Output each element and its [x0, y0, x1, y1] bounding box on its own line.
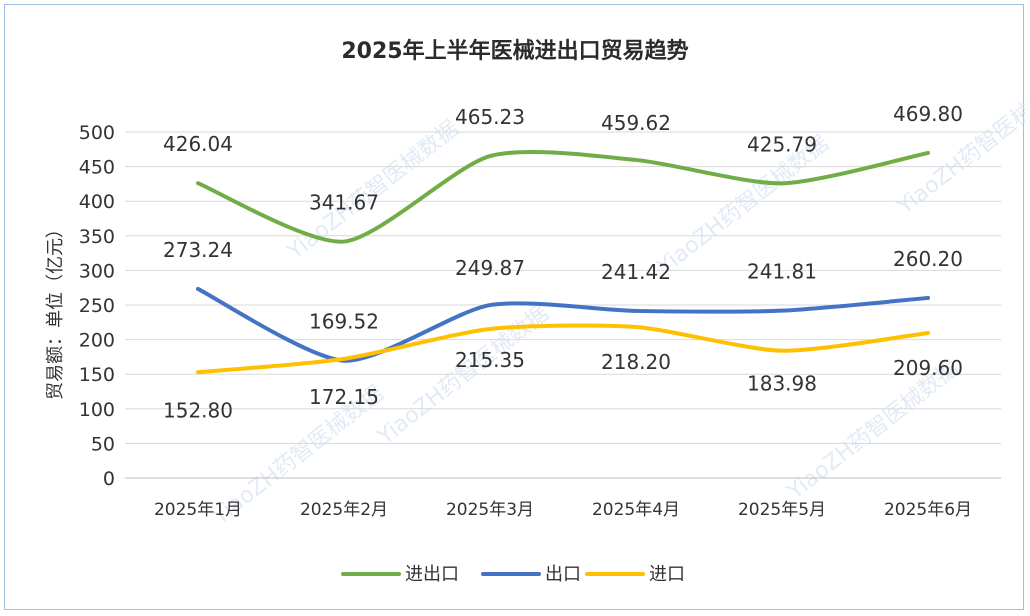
data-label: 215.35 — [455, 348, 525, 372]
legend-label: 进出口 — [405, 564, 459, 585]
data-label: 273.24 — [163, 238, 233, 262]
watermark-text: YiaoZH药智医械数据 — [893, 71, 1025, 220]
data-label: 426.04 — [163, 132, 233, 156]
grid-layer — [125, 131, 1001, 479]
y-tick-label: 100 — [79, 399, 115, 421]
watermark-text: YiaoZH药智医械数据 — [373, 301, 554, 450]
y-tick-label: 150 — [79, 364, 115, 386]
y-tick-label: 200 — [79, 330, 115, 352]
legend-label: 进口 — [649, 564, 685, 585]
data-label: 469.80 — [893, 102, 963, 126]
data-label: 249.87 — [455, 256, 525, 280]
y-axis-label: 贸易额：单位（亿元） — [45, 220, 66, 400]
y-tick-label: 400 — [79, 191, 115, 213]
series-line-1 — [196, 149, 930, 244]
y-tick-label: 500 — [79, 122, 115, 144]
data-label: 183.98 — [747, 372, 817, 396]
data-labels: 426.04 341.67 465.23 459.62 425.79 469.80 273.… — [163, 102, 963, 422]
data-label: 218.20 — [601, 350, 671, 374]
data-label: 260.20 — [893, 247, 963, 271]
chart-title: 2025年上半年医械进出口贸易趋势 — [341, 38, 688, 64]
data-label: 241.42 — [601, 260, 671, 284]
data-label: 425.79 — [747, 132, 817, 156]
chart-frame: YiaoZH药智医械数据 YiaoZH药智医械数据 YiaoZH药智医械数据 Yiao… — [4, 4, 1025, 610]
x-tick-label: 2025年1月 — [154, 500, 242, 520]
x-tick-label: 2025年2月 — [300, 500, 388, 520]
legend: 进出口 出口 进口 — [341, 564, 685, 585]
series-layer — [196, 149, 930, 375]
y-tick-label: 250 — [79, 295, 115, 317]
data-label: 459.62 — [601, 111, 671, 135]
data-label: 465.23 — [455, 105, 525, 129]
data-label: 241.81 — [747, 260, 817, 284]
x-tick-label: 2025年6月 — [884, 500, 972, 520]
y-axis-ticks: 0 50 100 150 200 250 300 350 400 450 500 — [79, 122, 115, 490]
y-tick-label: 450 — [79, 157, 115, 179]
y-tick-label: 300 — [79, 260, 115, 282]
x-tick-label: 2025年4月 — [592, 500, 680, 520]
x-tick-label: 2025年3月 — [446, 500, 534, 520]
x-tick-label: 2025年5月 — [738, 500, 826, 520]
data-label: 152.80 — [163, 398, 233, 422]
data-label: 209.60 — [893, 356, 963, 380]
data-label: 341.67 — [309, 191, 379, 215]
series-line-3 — [196, 323, 930, 375]
y-tick-label: 350 — [79, 226, 115, 248]
series-line-2 — [196, 286, 930, 363]
legend-label: 出口 — [545, 564, 581, 585]
y-tick-label: 50 — [91, 433, 115, 455]
y-tick-label: 0 — [103, 468, 115, 490]
x-axis-categories: 2025年1月 2025年2月 2025年3月 2025年4月 2025年5月 2025年… — [154, 500, 972, 520]
data-label: 172.15 — [309, 385, 379, 409]
data-label: 169.52 — [309, 310, 379, 334]
